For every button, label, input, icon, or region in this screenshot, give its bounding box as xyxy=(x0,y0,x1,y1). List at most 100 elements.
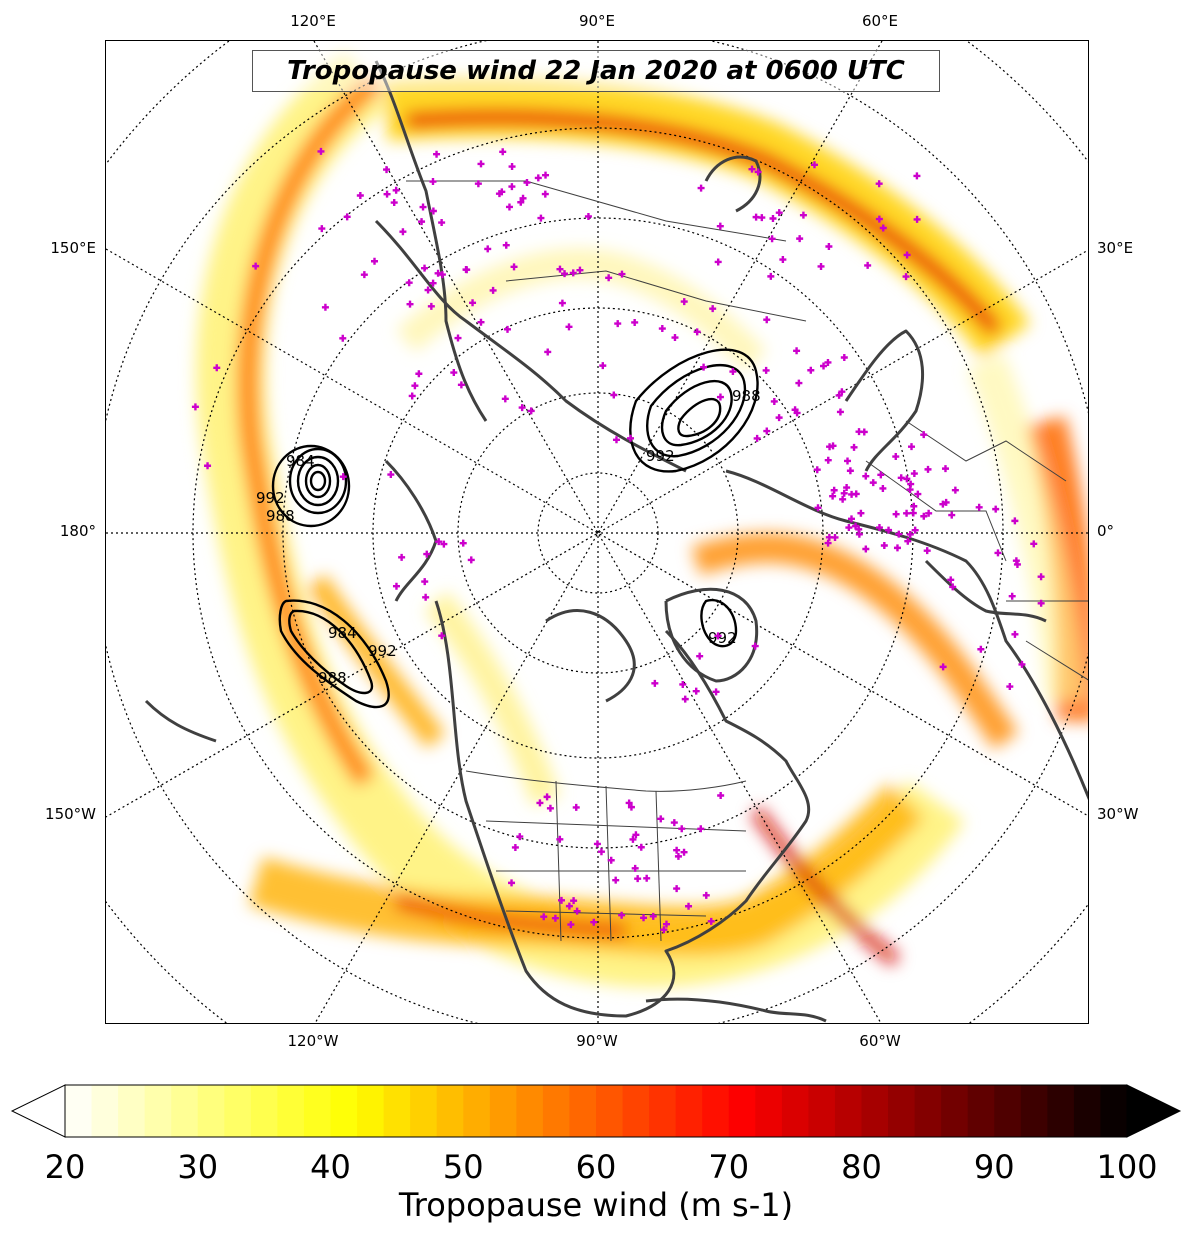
lon-label-bottom: 120°W xyxy=(287,1032,339,1050)
station-marker xyxy=(763,316,771,324)
station-marker xyxy=(637,843,645,851)
station-marker xyxy=(914,490,922,498)
station-marker xyxy=(634,875,642,883)
map-title: Tropopause wind 22 Jan 2020 at 0600 UTC xyxy=(287,56,905,86)
station-marker xyxy=(763,427,771,435)
wind-band-canada xyxy=(424,591,561,806)
station-marker xyxy=(360,271,368,279)
latitude-circle-60 xyxy=(372,307,824,759)
station-marker xyxy=(681,695,689,703)
station-marker xyxy=(795,379,803,387)
station-marker xyxy=(791,406,799,414)
station-marker xyxy=(484,245,492,253)
station-marker xyxy=(516,833,524,841)
station-marker xyxy=(903,251,911,259)
station-marker xyxy=(1030,540,1038,548)
station-marker xyxy=(392,186,400,194)
station-marker xyxy=(438,219,446,227)
colorbar-segment xyxy=(861,1085,889,1137)
station-marker xyxy=(829,442,837,450)
map-panel: 984 992 988 984 992 988 988 992 992 xyxy=(105,40,1089,1024)
station-marker xyxy=(994,549,1002,557)
colorbar-segment xyxy=(1100,1085,1128,1137)
station-marker xyxy=(438,632,446,640)
station-marker xyxy=(810,161,818,169)
station-marker xyxy=(895,530,903,538)
station-marker xyxy=(411,382,419,390)
colorbar-segment xyxy=(197,1085,225,1137)
border-europe-1 xyxy=(865,460,1007,562)
station-marker xyxy=(517,198,525,206)
contour-label: 992 xyxy=(708,629,737,647)
station-marker xyxy=(748,165,756,173)
station-marker xyxy=(716,393,724,401)
station-marker xyxy=(673,846,681,854)
wind-band-pacific-jet-core xyxy=(236,72,383,788)
border-states-v3 xyxy=(655,790,662,942)
station-marker xyxy=(769,214,777,222)
station-marker xyxy=(880,542,888,550)
station-marker xyxy=(371,257,379,265)
station-marker xyxy=(477,318,485,326)
station-marker xyxy=(907,480,915,488)
station-marker xyxy=(892,453,900,461)
meridian-150e-30w xyxy=(106,248,1088,817)
station-marker xyxy=(627,434,635,442)
station-marker xyxy=(383,190,391,198)
station-marker xyxy=(796,235,804,243)
station-marker xyxy=(707,917,715,925)
station-marker xyxy=(679,680,687,688)
station-marker xyxy=(671,334,679,342)
station-marker xyxy=(631,318,639,326)
wind-speed-shading xyxy=(196,52,1088,987)
colorbar-segment xyxy=(755,1085,783,1137)
station-marker xyxy=(754,168,762,176)
station-marker xyxy=(518,404,526,412)
station-marker xyxy=(909,509,917,517)
station-marker xyxy=(502,241,510,249)
station-marker xyxy=(573,907,581,915)
station-marker xyxy=(511,843,519,851)
colorbar-segment xyxy=(834,1085,863,1137)
colorbar-segment xyxy=(410,1085,438,1137)
colorbar-segment xyxy=(728,1085,756,1137)
station-marker xyxy=(923,547,931,555)
station-marker xyxy=(716,222,724,230)
station-marker xyxy=(463,266,471,274)
station-marker xyxy=(920,431,928,439)
station-marker xyxy=(383,166,391,174)
station-marker xyxy=(390,199,398,207)
station-marker xyxy=(612,876,620,884)
polar-stereographic-map: 984 992 988 984 992 988 988 992 992 xyxy=(106,41,1088,1023)
station-marker xyxy=(534,174,542,182)
station-marker xyxy=(825,533,833,541)
station-marker xyxy=(850,443,858,451)
station-marker xyxy=(440,540,448,548)
station-marker xyxy=(421,264,429,272)
station-marker xyxy=(343,213,351,221)
contour-label: 984 xyxy=(328,624,357,642)
station-marker xyxy=(857,509,865,517)
station-marker xyxy=(680,298,688,306)
station-marker xyxy=(846,467,854,475)
meridian-60e-120w xyxy=(314,41,883,1023)
station-marker xyxy=(543,793,551,801)
colorbar-tick-label: 40 xyxy=(310,1148,351,1186)
station-marker xyxy=(942,498,950,506)
coast-greenland xyxy=(664,587,759,683)
station-marker xyxy=(847,515,855,523)
station-marker xyxy=(625,799,633,807)
station-marker xyxy=(424,286,432,294)
station-marker xyxy=(717,791,725,799)
station-marker xyxy=(618,911,626,919)
station-marker xyxy=(925,509,933,517)
station-marker xyxy=(408,392,416,400)
station-marker xyxy=(670,819,678,827)
colorbar-tick-label: 100 xyxy=(1096,1148,1158,1186)
contour-label: 988 xyxy=(318,669,347,687)
station-marker xyxy=(649,912,657,920)
station-marker xyxy=(505,203,513,211)
contour-system-north-pacific-west xyxy=(271,444,351,528)
station-marker xyxy=(897,474,905,482)
station-marker xyxy=(875,524,883,532)
